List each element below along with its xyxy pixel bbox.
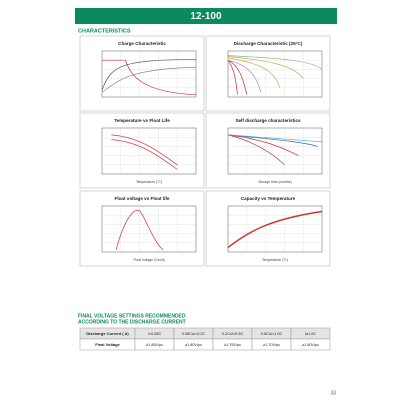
chart-title: Charge Characteristic [118, 41, 166, 46]
curve [111, 134, 178, 166]
cell-text: 0.2C≤I<0.5C [222, 332, 244, 336]
curve [227, 60, 238, 95]
cell-text: 0.08C≤I<0.2C [182, 332, 206, 336]
cell-text: ≥1.75V/pc [224, 343, 241, 347]
chart-title: Discharge Characteristic (25°C) [234, 41, 303, 46]
cell-text: ≥1.80V/pc [185, 343, 202, 347]
curve [227, 134, 299, 156]
cell-text: Final Voltage [95, 342, 120, 347]
plot-frame [101, 50, 197, 98]
plot-frame [101, 127, 197, 175]
curve [227, 134, 285, 166]
cell-text: ≥1.60V/pc [302, 343, 319, 347]
plot-frame [227, 205, 323, 253]
curve [227, 56, 304, 79]
curve [101, 66, 197, 93]
cell-text: I≥1.0C [305, 332, 316, 336]
chart-panel [205, 190, 331, 267]
curve [227, 59, 262, 93]
section-title: CHARACTERISTICS [78, 28, 131, 34]
curve [227, 57, 281, 88]
cell-text: Discharge Current ( A) [86, 331, 129, 336]
table-title: ACCORDING TO THE DISCHARGE CURRENT [78, 319, 186, 325]
x-axis-label: Float Voltage (V/cell) [133, 258, 164, 262]
chart-panel [79, 112, 205, 189]
cell-text: ≥1.85V/pc [146, 343, 163, 347]
curve [102, 59, 197, 96]
cell-text: 0.5C≤I<1.0C [261, 332, 283, 336]
plot-frame [227, 127, 323, 175]
chart-panel [205, 35, 331, 112]
voltage-table: Discharge Current ( A) I<0.08C 0.08C≤I<0.2… [79, 327, 331, 351]
table-title: FINAL VOLTAGE SETTINGS RECOMMENDED [78, 313, 186, 319]
curve [227, 134, 323, 143]
chart-panel [79, 35, 205, 112]
cell-text: ≥1.70V/pc [263, 343, 280, 347]
chart-title: Capacity vs Temperature [241, 196, 296, 201]
curve [227, 59, 248, 95]
header-title: 12-100 [190, 11, 222, 22]
x-axis-label: Storage time (months) [258, 180, 292, 184]
chart-panel [205, 112, 331, 189]
chart-title: Temperature vs Float Life [114, 118, 170, 123]
curve [111, 139, 178, 170]
chart-title: Self discharge characteristics [235, 118, 301, 123]
curve [115, 209, 164, 250]
curve [101, 58, 197, 91]
table-cell [290, 338, 331, 351]
chart-title: Float voltage vs Float life [115, 196, 170, 201]
curve [227, 55, 323, 70]
curve [227, 210, 323, 248]
cell-text: I<0.08C [148, 332, 162, 336]
chart-panels: Charge Characteristic Discharge Character… [79, 35, 331, 267]
x-axis-label: Temperature (°C) [262, 258, 288, 262]
page-number: 33 [330, 390, 336, 396]
x-axis-label: Temperature (°C) [136, 180, 162, 184]
plot-frame [227, 50, 323, 98]
plot-frame [101, 205, 197, 253]
header-bar [75, 8, 337, 24]
chart-panel [79, 190, 205, 267]
